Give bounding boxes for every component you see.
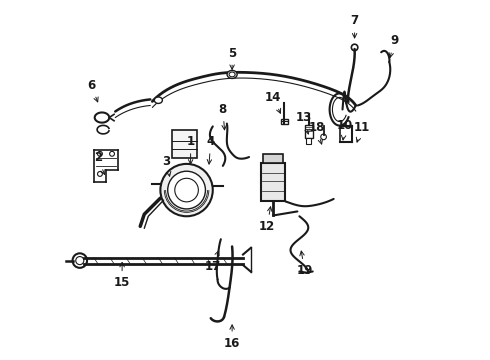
- Bar: [306, 138, 312, 144]
- Text: 6: 6: [87, 79, 98, 102]
- Bar: [261, 163, 285, 201]
- Ellipse shape: [154, 97, 162, 103]
- Text: 18: 18: [309, 121, 325, 144]
- Ellipse shape: [229, 72, 235, 77]
- Text: 5: 5: [228, 46, 236, 69]
- Circle shape: [168, 171, 205, 209]
- Text: 7: 7: [350, 14, 359, 38]
- Circle shape: [160, 164, 213, 216]
- Text: 1: 1: [187, 135, 195, 164]
- Text: 4: 4: [207, 135, 215, 164]
- Bar: [305, 125, 313, 138]
- Bar: [281, 119, 288, 123]
- Text: 14: 14: [265, 91, 281, 113]
- Bar: [263, 154, 283, 163]
- Text: 17: 17: [205, 251, 221, 273]
- Ellipse shape: [227, 71, 237, 78]
- Text: 8: 8: [219, 103, 227, 130]
- Bar: [172, 130, 196, 158]
- Circle shape: [351, 44, 358, 51]
- Text: 10: 10: [337, 119, 353, 140]
- Text: 11: 11: [354, 121, 370, 142]
- Text: 9: 9: [389, 35, 398, 57]
- Circle shape: [321, 134, 326, 140]
- Circle shape: [76, 257, 84, 265]
- Text: 19: 19: [296, 251, 313, 277]
- Text: 13: 13: [295, 111, 312, 134]
- Text: 3: 3: [162, 156, 171, 176]
- Circle shape: [175, 178, 198, 202]
- Text: 2: 2: [94, 151, 105, 174]
- Text: 15: 15: [114, 262, 130, 289]
- Circle shape: [73, 253, 87, 268]
- Text: 16: 16: [224, 325, 240, 350]
- Text: 12: 12: [259, 207, 275, 233]
